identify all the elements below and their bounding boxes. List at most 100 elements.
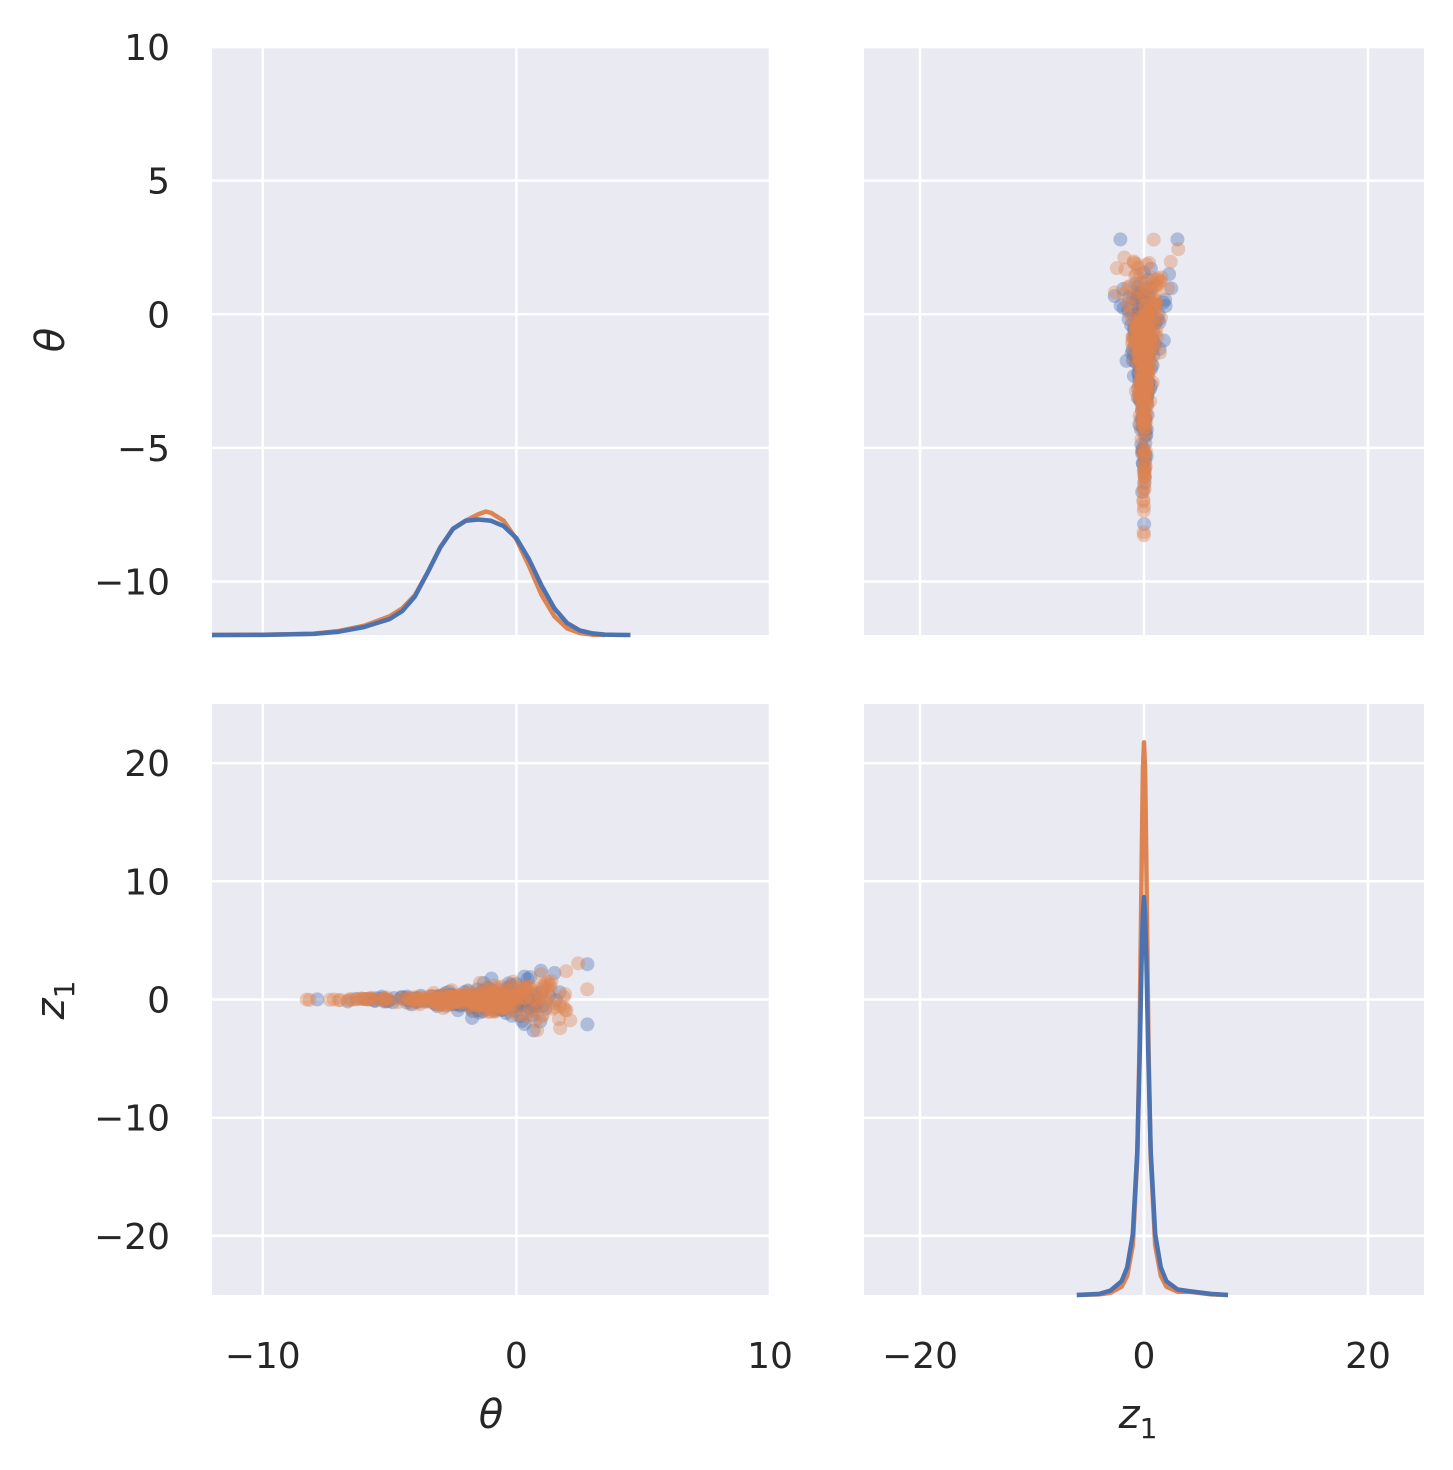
scatter-point (1138, 311, 1153, 326)
scatter-point (470, 987, 485, 1002)
scatter-point (1129, 322, 1144, 337)
scatter-point (361, 992, 376, 1007)
scatter-point (1131, 349, 1146, 364)
scatter-point (1140, 322, 1155, 337)
scatter-point (480, 988, 495, 1003)
scatter-point (428, 992, 443, 1007)
scatter-point (1140, 407, 1155, 422)
scatter-point (437, 993, 452, 1008)
scatter-point (463, 994, 478, 1009)
scatter-point (437, 990, 452, 1005)
scatter-point (498, 997, 513, 1012)
scatter-point (435, 993, 450, 1008)
scatter-point (406, 992, 421, 1007)
scatter-point (1135, 446, 1150, 461)
scatter-point (376, 992, 391, 1007)
x-tick-label-z1: 20 (1345, 1336, 1391, 1377)
scatter-point (484, 971, 499, 986)
scatter-point (1139, 428, 1154, 443)
scatter-point (349, 992, 364, 1007)
scatter-point (1141, 307, 1156, 322)
scatter-point (1133, 320, 1148, 335)
scatter-point (522, 980, 537, 995)
scatter-point (505, 998, 520, 1013)
scatter-point (472, 994, 487, 1009)
scatter-point (1120, 296, 1135, 311)
scatter-point (1138, 351, 1153, 366)
scatter-point (453, 991, 468, 1006)
scatter-point (1134, 287, 1149, 302)
scatter-point (484, 991, 499, 1006)
scatter-point (1137, 415, 1152, 430)
scatter-point (1163, 254, 1178, 269)
scatter-point (349, 991, 364, 1006)
scatter-point (441, 993, 456, 1008)
scatter-point (507, 990, 522, 1005)
scatter-point (1138, 411, 1153, 426)
scatter-point (1129, 284, 1144, 299)
scatter-point (407, 990, 422, 1005)
scatter-point (505, 991, 520, 1006)
scatter-point (1137, 375, 1152, 390)
scatter-point (1136, 369, 1151, 384)
scatter-point (1132, 345, 1147, 360)
scatter-point (1150, 330, 1165, 345)
scatter-point (1137, 445, 1152, 460)
scatter-point (1133, 321, 1148, 336)
scatter-point (1121, 289, 1136, 304)
scatter-point (425, 990, 440, 1005)
scatter-point (1150, 273, 1165, 288)
scatter-point (1140, 304, 1155, 319)
scatter-point (515, 985, 530, 1000)
scatter-point (1144, 378, 1159, 393)
scatter-point (433, 997, 448, 1012)
scatter-point (1119, 353, 1134, 368)
scatter-point (513, 994, 528, 1009)
scatter-point (1134, 357, 1149, 372)
scatter-point (445, 988, 460, 1003)
scatter-point (1137, 274, 1152, 289)
scatter-point (497, 992, 512, 1007)
scatter-point (446, 993, 461, 1008)
scatter-point (377, 993, 392, 1008)
scatter-point (1142, 287, 1157, 302)
scatter-point (1135, 369, 1150, 384)
scatter-point (433, 989, 448, 1004)
y-axis-label-z1: z1 (28, 981, 81, 1021)
scatter-point (436, 1001, 451, 1016)
scatter-point (1136, 306, 1151, 321)
scatter-point (447, 993, 462, 1008)
scatter-point (504, 989, 519, 1004)
scatter-point (417, 994, 432, 1009)
scatter-point (445, 995, 460, 1010)
scatter-point (420, 994, 435, 1009)
scatter-point (438, 990, 453, 1005)
scatter-point (553, 1021, 568, 1036)
scatter-point (490, 1001, 505, 1016)
scatter-point (503, 997, 518, 1012)
scatter-point (1129, 257, 1144, 272)
scatter-point (475, 998, 490, 1013)
scatter-point (471, 992, 486, 1007)
scatter-point (1134, 377, 1149, 392)
scatter-point (443, 989, 458, 1004)
panel-theta-theta (212, 47, 770, 635)
scatter-point (1140, 398, 1155, 413)
scatter-point (1148, 300, 1163, 315)
scatter-point (416, 990, 431, 1005)
scatter-point (1133, 419, 1148, 434)
scatter-point (368, 993, 383, 1008)
scatter-point (541, 978, 556, 993)
scatter-point (441, 994, 456, 1009)
scatter-point (468, 998, 483, 1013)
scatter-point (1132, 356, 1147, 371)
scatter-point (483, 985, 498, 1000)
scatter-point (1138, 340, 1153, 355)
scatter-point (1134, 367, 1149, 382)
scatter-point (525, 1003, 540, 1018)
scatter-point (1121, 303, 1136, 318)
scatter-point (485, 990, 500, 1005)
scatter-point (488, 987, 503, 1002)
scatter-point (493, 996, 508, 1011)
